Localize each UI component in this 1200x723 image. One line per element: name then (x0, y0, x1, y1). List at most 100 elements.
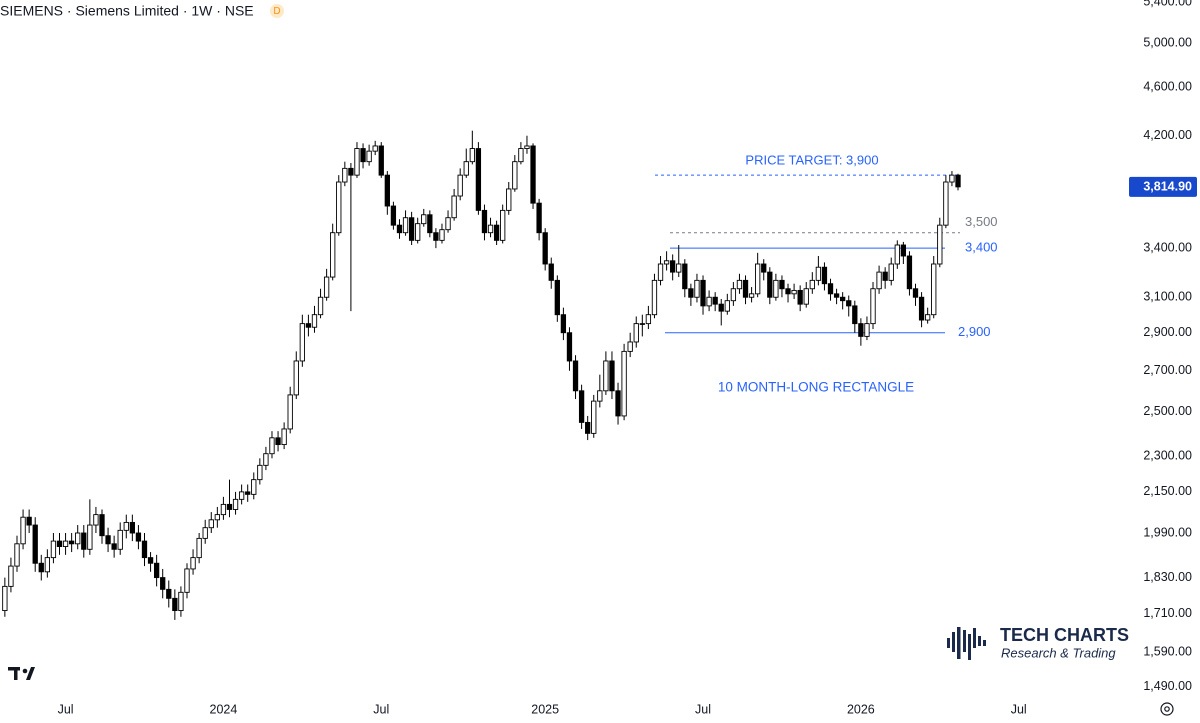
candle-body (918, 296, 925, 321)
candle-body (93, 514, 99, 526)
candle-body (305, 323, 312, 328)
candle-body (269, 437, 275, 455)
candle-body (421, 214, 427, 225)
level-label: 3,400 (965, 240, 998, 255)
level-label: 2,900 (958, 324, 991, 339)
candle-body (445, 217, 451, 231)
candle-body (415, 223, 421, 241)
candle-body (129, 521, 135, 534)
candle-body (135, 532, 142, 542)
candle-body (141, 540, 148, 559)
candle-body (621, 350, 627, 417)
candle-body (360, 148, 366, 163)
candle-body (900, 244, 907, 257)
y-tick-label: 1,830.00 (1143, 570, 1192, 584)
y-tick-label: 3,400.00 (1143, 240, 1192, 254)
plot-area (2, 130, 961, 620)
candle-body (882, 271, 888, 281)
candle-body (402, 217, 409, 234)
y-tick-label: 3,100.00 (1143, 290, 1192, 304)
candle-body (117, 529, 123, 550)
candle-body (500, 209, 506, 241)
candle-body (14, 543, 20, 567)
candle-body (226, 503, 233, 510)
candle-body (803, 288, 809, 305)
candle-body (797, 289, 803, 305)
y-tick-label: 2,900.00 (1143, 325, 1192, 339)
logo-title: TECH CHARTS (1000, 625, 1129, 645)
candle-body (609, 360, 615, 392)
candle-body (396, 224, 403, 234)
candle-body (251, 479, 257, 495)
candle-body (827, 283, 834, 295)
candle-body (2, 585, 8, 612)
candle-body (427, 214, 433, 234)
candle-body (651, 279, 658, 316)
last-price-box (1129, 176, 1197, 197)
annotation: 10 MONTH-LONG RECTANGLE (718, 380, 914, 395)
candle-body (202, 527, 208, 539)
candle-body (706, 296, 712, 307)
candle-body (32, 524, 38, 564)
y-tick-label: 2,300.00 (1143, 448, 1192, 462)
candle-body (512, 161, 518, 190)
x-tick-label: Jul (373, 702, 389, 716)
candle-body (220, 503, 227, 516)
x-tick-label: Jul (1011, 702, 1027, 716)
candle-body (949, 174, 955, 183)
candle-body (858, 323, 864, 337)
candle-body (451, 195, 457, 219)
candle-body (408, 217, 415, 241)
candle-body (38, 562, 44, 573)
level-label: 3,500 (965, 214, 998, 229)
candle-body (493, 224, 500, 241)
candle-body (184, 568, 190, 593)
badge: D (273, 6, 280, 17)
candle-body (676, 263, 682, 273)
settings-icon[interactable] (1160, 702, 1174, 716)
candle-body (166, 588, 172, 599)
candle-body (566, 332, 573, 362)
logo-subtitle: Research & Trading (1001, 645, 1116, 660)
x-tick-label: 2026 (847, 702, 875, 716)
x-tick-label: 2025 (531, 702, 559, 716)
candle-body (700, 279, 706, 307)
candle-body (694, 279, 700, 298)
candle-body (645, 314, 652, 325)
candle-body (597, 390, 603, 402)
y-tick-label: 4,200.00 (1143, 128, 1192, 142)
candle-body (372, 145, 378, 152)
candle-body (724, 300, 730, 312)
candle-body (736, 279, 743, 290)
candle-body (663, 260, 670, 265)
candle-body (785, 288, 791, 295)
candle-body (542, 232, 548, 265)
candle-body (20, 516, 26, 545)
candle-body (439, 229, 445, 241)
candle-body (378, 145, 384, 176)
candle-body (299, 323, 305, 362)
candle-body (657, 263, 664, 281)
candle-body (463, 161, 469, 176)
candle-body (742, 279, 749, 298)
candle-body (773, 279, 779, 298)
candle-body (888, 263, 894, 281)
candle-body (81, 532, 87, 550)
candle-body (536, 202, 542, 234)
candle-body (755, 263, 761, 295)
candle-body (263, 453, 269, 466)
candle-body (457, 174, 463, 197)
y-tick-label: 4,600.00 (1143, 80, 1192, 94)
y-tick-label: 1,490.00 (1143, 679, 1192, 693)
y-tick-label: 2,700.00 (1143, 363, 1192, 377)
candle-body (384, 174, 390, 207)
candle-body (123, 521, 129, 531)
candle-body (530, 145, 536, 204)
candle-body (281, 428, 287, 446)
chart-title: SIEMENS · Siemens Limited · 1W · NSE (0, 3, 254, 19)
candle-body (767, 271, 773, 298)
candle-body (518, 148, 524, 163)
candle-body (548, 263, 554, 281)
candle-body (257, 464, 263, 481)
